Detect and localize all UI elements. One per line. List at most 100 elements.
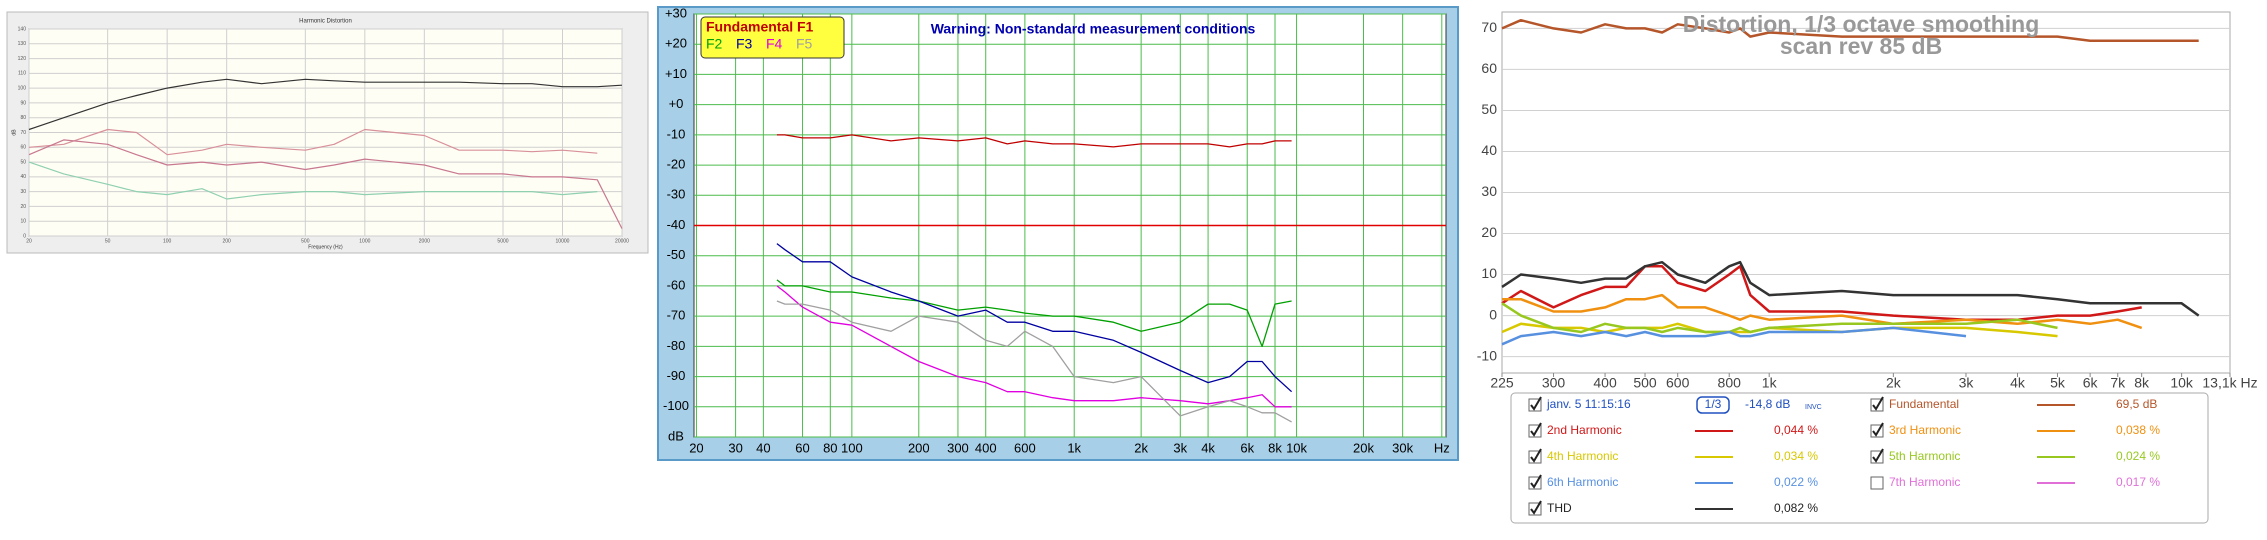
checkmark <box>1530 500 1542 515</box>
x-tick-label: 1k <box>1762 375 1778 391</box>
x-tick-label: 2000 <box>419 238 430 244</box>
x-tick-label: 6k <box>1240 440 1254 455</box>
y-tick-label: 50 <box>20 159 26 165</box>
x-tick-label: 5000 <box>497 238 508 244</box>
legend-entry: F2 <box>706 36 723 52</box>
x-tick-label: 2k <box>1886 375 1902 391</box>
y-tick-label: 50 <box>1481 101 1497 117</box>
mode: INVC <box>1805 404 1822 411</box>
reading: 0,034 % <box>1774 449 1818 463</box>
x-tick-label: 3k <box>1959 375 1975 391</box>
series-line <box>28 128 598 156</box>
x-tick-label: Hz <box>1434 440 1450 455</box>
x-tick-label: 400 <box>1593 375 1617 391</box>
checkmark <box>1530 448 1542 463</box>
y-tick-label: -30 <box>667 187 686 202</box>
y-tick-label: dB <box>668 428 684 443</box>
x-tick-label: 800 <box>1718 375 1742 391</box>
y-tick-label: +30 <box>665 5 687 20</box>
smoothing: 1/3 <box>1705 397 1722 411</box>
y-tick-label: -80 <box>667 338 686 353</box>
series-name: THD <box>1547 501 1572 515</box>
series-name: 2nd Harmonic <box>1547 423 1622 437</box>
chart-title: Harmonic Distortion <box>299 19 352 25</box>
x-tick-label: 10k <box>2170 375 2194 391</box>
y-tick-label: -40 <box>667 217 686 232</box>
y-tick-label: -100 <box>663 398 689 413</box>
legend-entry: Fundamental F1 <box>706 19 814 35</box>
checkmark <box>1872 396 1884 411</box>
x-tick-label: 20 <box>26 238 32 244</box>
x-tick-label: 10000 <box>556 238 570 244</box>
x-tick-label: 60 <box>795 440 809 455</box>
x-tick-label: 300 <box>947 440 969 455</box>
series-line <box>776 243 1293 393</box>
y-tick-label: 0 <box>23 233 26 239</box>
x-tick-label: 4k <box>1201 440 1215 455</box>
x-tick-label: 20 <box>689 440 703 455</box>
y-tick-label: 60 <box>20 145 26 151</box>
series-line <box>776 134 1292 148</box>
x-tick-label: 1000 <box>359 238 370 244</box>
series-line <box>1501 18 2199 42</box>
legend-entry: F4 <box>766 36 783 52</box>
series-name: 4th Harmonic <box>1547 449 1618 463</box>
x-tick-label: 5k <box>2050 375 2066 391</box>
x-tick-label: 1k <box>1067 440 1081 455</box>
y-axis-label: dB <box>11 129 17 136</box>
x-tick-label: 500 <box>301 238 310 244</box>
warning: Warning: Non-standard measurement condit… <box>931 21 1256 37</box>
y-tick-label: +10 <box>665 66 687 81</box>
x-tick-label: 8k <box>1268 440 1282 455</box>
legend-box <box>700 16 845 59</box>
series-line <box>28 161 598 200</box>
offset: -14,8 dB <box>1745 397 1790 411</box>
x-tick-label: 10k <box>1286 440 1307 455</box>
checkmark <box>1530 422 1542 437</box>
series-line <box>776 285 1292 408</box>
y-tick-label: 20 <box>1481 224 1497 240</box>
x-tick-label: 50 <box>105 238 111 244</box>
x-tick-label: 600 <box>1666 375 1690 391</box>
checkmark <box>1530 396 1542 411</box>
series-line <box>28 139 623 229</box>
smoothing-box <box>1696 396 1730 414</box>
x-tick-label: 600 <box>1014 440 1036 455</box>
y-tick-label: 40 <box>20 174 26 180</box>
y-tick-label: 60 <box>1481 60 1497 76</box>
x-tick-label: 4k <box>2010 375 2026 391</box>
series-name: Fundamental <box>1889 397 1959 411</box>
y-tick-label: 70 <box>1481 19 1497 35</box>
y-tick-label: 80 <box>20 115 26 121</box>
series-line <box>28 78 623 131</box>
series-name: 3rd Harmonic <box>1889 423 1961 437</box>
y-tick-label: 30 <box>1481 183 1497 199</box>
x-tick-label: 30 <box>728 440 742 455</box>
x-tick-label: 8k <box>2134 375 2150 391</box>
y-tick-label: 90 <box>20 100 26 106</box>
y-tick-label: 120 <box>18 56 27 62</box>
checkmark <box>1872 422 1884 437</box>
reading: 0,038 % <box>2116 423 2160 437</box>
y-tick-label: 10 <box>1481 265 1497 281</box>
chart-title: Distortion, 1/3 octave smoothing <box>1683 11 2040 37</box>
y-tick-label: -10 <box>667 126 686 141</box>
y-tick-label: 140 <box>18 26 27 32</box>
x-tick-label: 20000 <box>615 238 629 244</box>
y-tick-label: 10 <box>20 219 26 225</box>
reading: 0,044 % <box>1774 423 1818 437</box>
y-tick-label: -20 <box>667 157 686 172</box>
legend-entry: F3 <box>736 36 753 52</box>
x-tick-label: 100 <box>163 238 172 244</box>
y-tick-label: -10 <box>1477 347 1497 363</box>
x-tick-label: 13,1k Hz <box>2202 375 2257 391</box>
y-tick-label: +0 <box>669 96 684 111</box>
x-tick-label: 20k <box>1353 440 1374 455</box>
legend-entry: F5 <box>796 36 813 52</box>
reading: 0,024 % <box>2116 449 2160 463</box>
series-line <box>1501 326 1967 346</box>
chart-subtitle: scan rev 85 dB <box>1780 33 1942 59</box>
series-line <box>1502 293 2143 330</box>
y-tick-label: 20 <box>20 204 26 210</box>
